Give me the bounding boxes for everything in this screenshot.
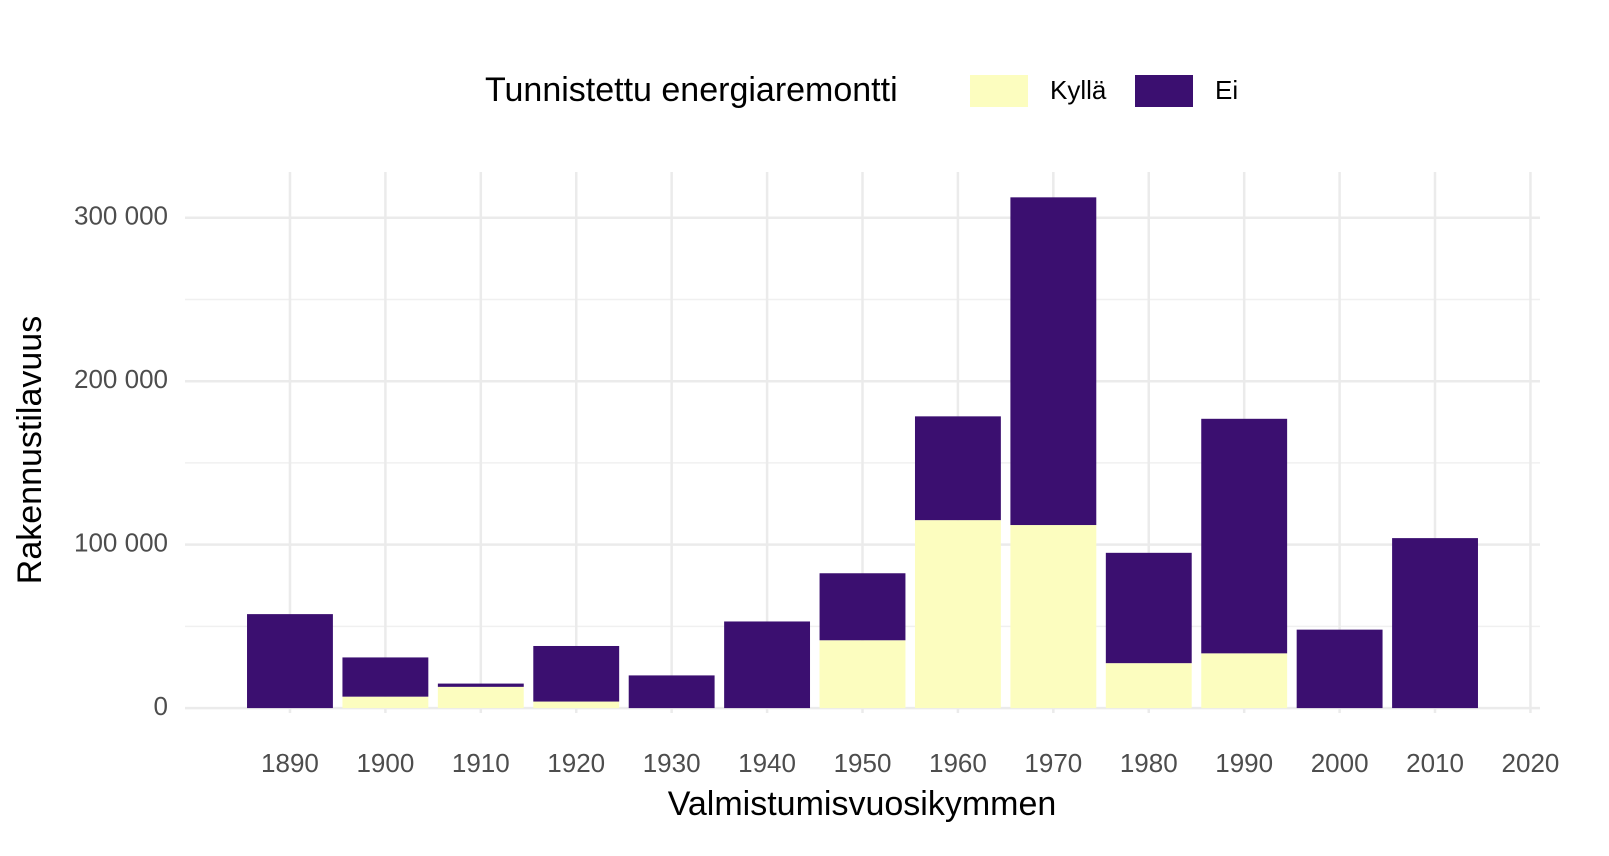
x-tick-label: 1910: [452, 748, 510, 778]
bar-segment: [533, 701, 620, 709]
x-tick-label: 1890: [261, 748, 319, 778]
bar-segment: [437, 686, 524, 709]
bar-segment: [1201, 653, 1288, 709]
x-tick-label: 1970: [1024, 748, 1082, 778]
bar-segment: [1392, 538, 1478, 709]
x-tick-label: 1920: [547, 748, 605, 778]
bar-segment: [1105, 663, 1192, 709]
legend-swatch: [1135, 75, 1193, 107]
bar-segment: [628, 675, 715, 709]
x-tick-label: 1960: [929, 748, 987, 778]
bar-segment: [819, 573, 906, 641]
x-tick-label: 1950: [834, 748, 892, 778]
x-tick-label: 2000: [1311, 748, 1369, 778]
y-tick-label: 0: [154, 691, 168, 721]
bar-segment: [914, 416, 1001, 521]
bar-segment: [342, 696, 429, 709]
x-axis-title: Valmistumisvuosikymmen: [668, 785, 1057, 823]
y-tick-label: 100 000: [74, 528, 168, 558]
legend-label: Ei: [1215, 75, 1238, 105]
bar-segment: [342, 657, 429, 697]
y-axis-title: Rakennustilavuus: [11, 316, 49, 584]
x-tick-label: 1990: [1215, 748, 1273, 778]
x-tick-label: 2020: [1502, 748, 1560, 778]
x-tick-label: 1930: [643, 748, 701, 778]
bar-segment: [724, 621, 811, 709]
bar-segment: [819, 640, 906, 709]
bar-segment: [1201, 418, 1288, 654]
legend-swatch: [970, 75, 1028, 107]
bar-segment: [247, 614, 333, 709]
y-tick-label: 200 000: [74, 364, 168, 394]
x-tick-label: 1980: [1120, 748, 1178, 778]
bar-segment: [914, 520, 1001, 709]
bar-segment: [1296, 629, 1383, 709]
y-tick-label: 300 000: [74, 201, 168, 231]
x-tick-label: 1900: [356, 748, 414, 778]
x-tick-label: 2010: [1406, 748, 1464, 778]
bar-segment: [533, 645, 620, 702]
bar-segment: [437, 683, 524, 687]
legend-label: Kyllä: [1050, 75, 1107, 105]
bar-segment: [1010, 525, 1097, 709]
legend-title: Tunnistettu energiaremontti: [485, 71, 898, 109]
x-tick-label: 1940: [738, 748, 796, 778]
bar-segment: [1010, 197, 1097, 526]
bar-segment: [1105, 552, 1192, 664]
